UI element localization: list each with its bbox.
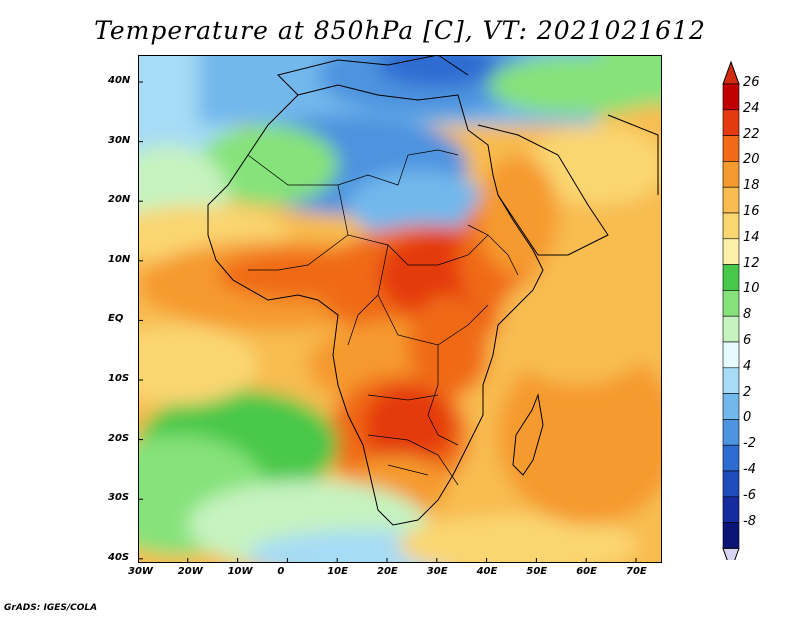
colorbar-label: 22 [743, 126, 760, 142]
lat-tick-label: 40N [108, 75, 131, 86]
colorbar-swatch [722, 393, 740, 420]
colorbar [700, 60, 800, 572]
lon-tick-label: 50E [526, 566, 548, 577]
colorbar-label: -6 [743, 487, 756, 503]
colorbar-label: 8 [743, 307, 752, 323]
colorbar-swatch [722, 83, 740, 111]
plot-frame [138, 55, 662, 563]
colorbar-label: 10 [743, 281, 760, 297]
map-plot [137, 55, 662, 563]
lat-tick-label: 30N [108, 134, 131, 146]
colorbar-label: 6 [743, 333, 752, 348]
colorbar-scale [722, 60, 740, 572]
lat-tick-label: 20N [108, 194, 131, 206]
colorbar-label: -4 [743, 462, 756, 477]
colorbar-swatch [722, 135, 740, 162]
colorbar-swatch [722, 444, 740, 472]
colorbar-label: -8 [743, 513, 756, 529]
colorbar-label: 4 [743, 358, 752, 374]
colorbar-swatch [722, 470, 740, 498]
axis-ticks [137, 81, 637, 563]
chart-title: Temperature at 850hPa [C], VT: 202102161… [94, 16, 706, 45]
colorbar-swatch [722, 161, 740, 188]
lon-tick-label: 30E [426, 566, 448, 577]
colorbar-swatch [722, 238, 740, 265]
lon-tick-label: 0 [277, 566, 285, 577]
colorbar-swatch [722, 264, 740, 291]
colorbar-bottom-arrow [722, 547, 740, 572]
lat-tick-label: 10N [108, 253, 131, 265]
lon-tick-label: 60E [576, 566, 597, 577]
temperature-field [138, 55, 662, 563]
colorbar-swatch [722, 212, 740, 240]
lat-tick-label: 40S [108, 551, 130, 563]
colorbar-label: 20 [743, 152, 760, 168]
colorbar-label: 14 [743, 229, 760, 245]
colorbar-top-arrow [722, 60, 740, 85]
lon-tick-label: 70E [626, 566, 647, 577]
colorbar-swatch [722, 367, 740, 394]
colorbar-label: 12 [743, 255, 760, 271]
colorbar-swatch [722, 315, 740, 343]
lat-tick-label: EQ [108, 313, 124, 325]
temperature-map [137, 55, 662, 563]
colorbar-swatch [722, 522, 740, 549]
lat-tick-label: 20S [108, 432, 130, 444]
credit-text: GrADS: IGES/COLA [4, 603, 98, 613]
lon-tick-label: 20E [377, 566, 398, 577]
lon-tick-label: 20W [177, 566, 203, 577]
colorbar-swatch [722, 419, 740, 446]
lon-tick-label: 10W [227, 566, 253, 577]
colorbar-swatch [722, 496, 740, 523]
lat-tick-label: 30S [108, 492, 130, 504]
colorbar-swatch [722, 109, 740, 136]
coastlines [207, 55, 659, 526]
colorbar-swatch [722, 341, 740, 369]
colorbar-label: -2 [743, 436, 756, 452]
lat-tick-label: 10S [108, 373, 130, 384]
colorbar-swatch [722, 290, 740, 317]
country-borders [247, 149, 519, 486]
colorbar-swatch [722, 186, 740, 214]
colorbar-label: 16 [743, 204, 760, 219]
colorbar-label: 0 [743, 410, 752, 426]
colorbar-label: 18 [743, 178, 760, 194]
colorbar-label: 2 [743, 384, 752, 400]
colorbar-label: 26 [743, 75, 760, 90]
lon-tick-label: 40E [476, 566, 498, 577]
lon-tick-label: 10E [327, 566, 348, 577]
lon-tick-label: 30W [128, 566, 153, 577]
colorbar-label: 24 [743, 100, 760, 116]
